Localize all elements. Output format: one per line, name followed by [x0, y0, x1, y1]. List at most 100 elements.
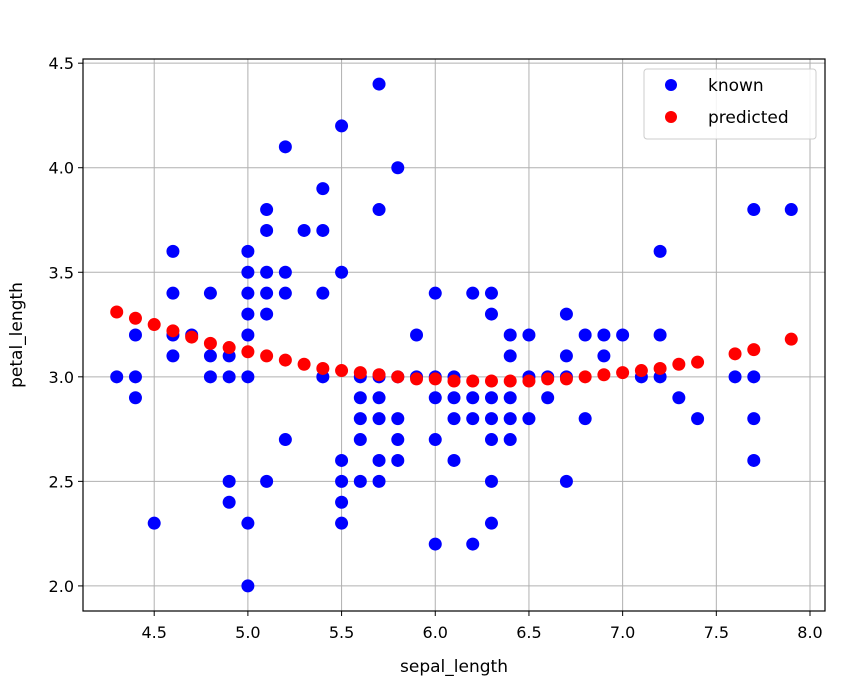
- data-point-known: [466, 391, 480, 405]
- data-point-known: [241, 516, 255, 530]
- data-point-known: [391, 412, 405, 426]
- data-point-known: [260, 203, 274, 217]
- data-point-known: [353, 412, 367, 426]
- data-point-known: [484, 307, 498, 321]
- data-point-known: [372, 391, 386, 405]
- data-point-known: [353, 474, 367, 488]
- data-point-known: [316, 182, 330, 196]
- data-point-known: [128, 370, 142, 384]
- x-tick-label: 7.5: [704, 623, 729, 642]
- data-point-known: [578, 412, 592, 426]
- data-point-known: [522, 328, 536, 342]
- data-point-predicted: [110, 305, 124, 319]
- data-point-known: [278, 140, 292, 154]
- data-point-known: [260, 474, 274, 488]
- data-point-known: [597, 328, 611, 342]
- data-point-known: [616, 328, 630, 342]
- data-point-predicted: [503, 374, 517, 388]
- data-point-known: [559, 307, 573, 321]
- data-point-known: [372, 453, 386, 467]
- data-point-known: [653, 244, 667, 258]
- data-point-known: [241, 370, 255, 384]
- data-point-known: [203, 286, 217, 300]
- x-tick-label: 8.0: [797, 623, 822, 642]
- data-point-known: [672, 391, 686, 405]
- legend-box: [643, 68, 817, 140]
- data-point-known: [297, 223, 311, 237]
- data-point-predicted: [653, 361, 667, 375]
- data-point-known: [559, 474, 573, 488]
- data-point-known: [222, 474, 236, 488]
- data-point-known: [447, 391, 461, 405]
- data-point-known: [166, 286, 180, 300]
- data-point-known: [728, 370, 742, 384]
- data-point-known: [203, 370, 217, 384]
- data-point-known: [428, 286, 442, 300]
- x-tick-label: 5.0: [235, 623, 260, 642]
- data-point-known: [353, 433, 367, 447]
- x-axis-label: sepal_length: [400, 657, 508, 677]
- data-point-known: [466, 412, 480, 426]
- x-tick-label: 7.0: [610, 623, 635, 642]
- data-point-predicted: [316, 361, 330, 375]
- data-point-known: [428, 433, 442, 447]
- legend-label-predicted: predicted: [708, 108, 789, 128]
- data-point-predicted: [484, 374, 498, 388]
- data-point-predicted: [466, 374, 480, 388]
- data-point-known: [316, 286, 330, 300]
- y-tick-label: 4.5: [49, 54, 74, 73]
- data-point-known: [447, 412, 461, 426]
- data-point-known: [260, 286, 274, 300]
- legend: known predicted: [643, 68, 817, 140]
- data-point-predicted: [335, 364, 349, 378]
- data-point-known: [241, 286, 255, 300]
- data-point-predicted: [353, 366, 367, 380]
- data-point-known: [222, 370, 236, 384]
- data-point-known: [222, 495, 236, 509]
- legend-marker-known: [665, 79, 677, 91]
- y-tick-label: 3.5: [49, 263, 74, 282]
- data-point-known: [541, 391, 555, 405]
- data-point-predicted: [597, 368, 611, 382]
- data-point-predicted: [278, 353, 292, 367]
- data-point-predicted: [128, 311, 142, 325]
- data-point-known: [466, 286, 480, 300]
- data-point-known: [128, 391, 142, 405]
- data-point-predicted: [372, 368, 386, 382]
- x-tick-label: 4.5: [141, 623, 166, 642]
- data-point-predicted: [559, 372, 573, 386]
- data-point-known: [335, 516, 349, 530]
- data-point-predicted: [391, 370, 405, 384]
- data-point-known: [278, 433, 292, 447]
- data-point-known: [353, 391, 367, 405]
- data-point-known: [484, 286, 498, 300]
- data-point-known: [691, 412, 705, 426]
- data-point-known: [241, 579, 255, 593]
- axes-frame: [82, 58, 826, 612]
- data-point-predicted: [447, 374, 461, 388]
- legend-label-known: known: [708, 76, 764, 96]
- data-point-known: [484, 433, 498, 447]
- data-point-known: [503, 349, 517, 363]
- data-point-predicted: [578, 370, 592, 384]
- x-tick-label: 6.0: [423, 623, 448, 642]
- data-point-known: [559, 349, 573, 363]
- data-point-known: [503, 391, 517, 405]
- data-point-known: [578, 328, 592, 342]
- data-point-known: [372, 412, 386, 426]
- data-point-predicted: [634, 364, 648, 378]
- y-tick-label: 4.0: [49, 159, 74, 178]
- data-point-known: [241, 265, 255, 279]
- data-point-known: [747, 453, 761, 467]
- data-point-known: [335, 119, 349, 133]
- data-point-known: [128, 328, 142, 342]
- data-point-known: [260, 223, 274, 237]
- data-point-known: [260, 307, 274, 321]
- data-point-predicted: [522, 374, 536, 388]
- data-point-predicted: [297, 357, 311, 371]
- data-point-predicted: [185, 330, 199, 344]
- data-point-known: [241, 307, 255, 321]
- data-point-known: [372, 77, 386, 91]
- data-point-predicted: [147, 318, 161, 332]
- data-point-known: [335, 265, 349, 279]
